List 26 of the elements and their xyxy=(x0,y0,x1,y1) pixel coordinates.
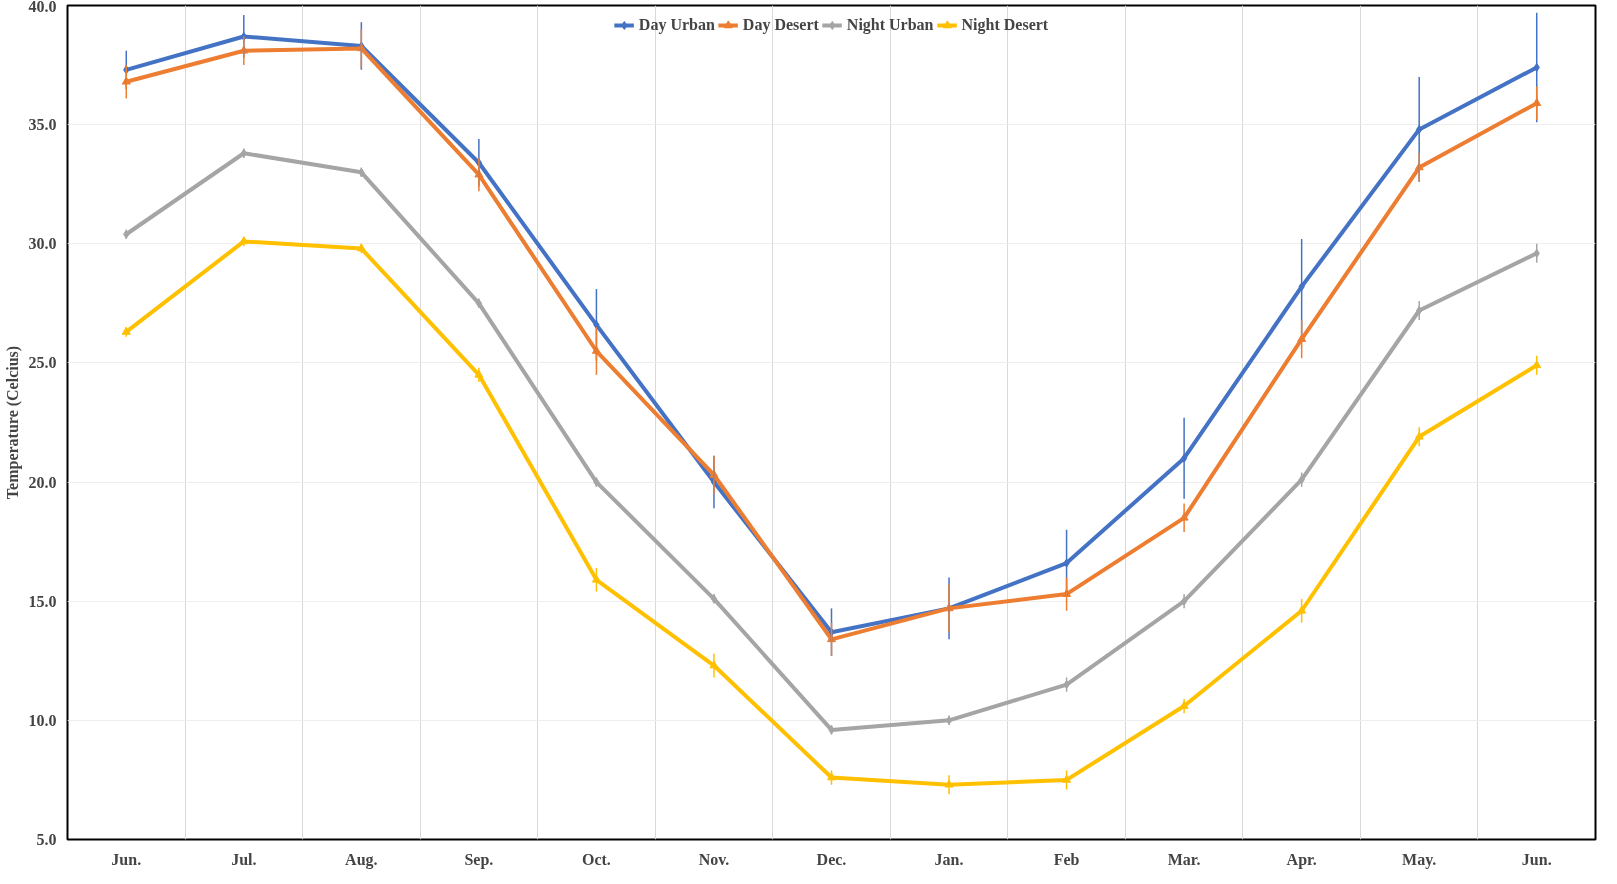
legend-label: Night Urban xyxy=(846,16,934,34)
y-axis-title: Temperature (Celcius) xyxy=(3,345,22,500)
y-tick-label: 35.0 xyxy=(28,116,57,134)
y-tick-label: 5.0 xyxy=(36,831,57,848)
x-tick-label: Aug. xyxy=(345,850,378,869)
y-tick-label: 15.0 xyxy=(28,592,57,610)
y-tick-label: 10.0 xyxy=(28,711,57,729)
x-tick-label: Dec. xyxy=(816,850,847,868)
x-tick-label: Apr. xyxy=(1286,850,1317,869)
legend-label: Day Desert xyxy=(742,16,819,34)
y-tick-label: 20.0 xyxy=(28,473,57,491)
x-tick-label: Jul. xyxy=(231,850,257,868)
x-tick-label: Mar. xyxy=(1167,850,1201,868)
y-tick-label: 25.0 xyxy=(28,354,57,372)
legend-label: Day Urban xyxy=(638,16,715,34)
x-tick-label: Sep. xyxy=(464,850,494,869)
y-tick-label: 30.0 xyxy=(28,235,57,253)
x-tick-label: Nov. xyxy=(698,850,730,868)
x-tick-label: Oct. xyxy=(581,850,611,868)
x-tick-label: May. xyxy=(1402,850,1437,869)
x-tick-label: Jun. xyxy=(111,850,142,868)
x-tick-label: Jun. xyxy=(1521,850,1552,868)
x-tick-label: Feb xyxy=(1053,850,1080,868)
legend-label: Night Desert xyxy=(961,16,1049,34)
y-tick-label: 40.0 xyxy=(28,0,57,15)
x-tick-label: Jan. xyxy=(934,850,964,868)
